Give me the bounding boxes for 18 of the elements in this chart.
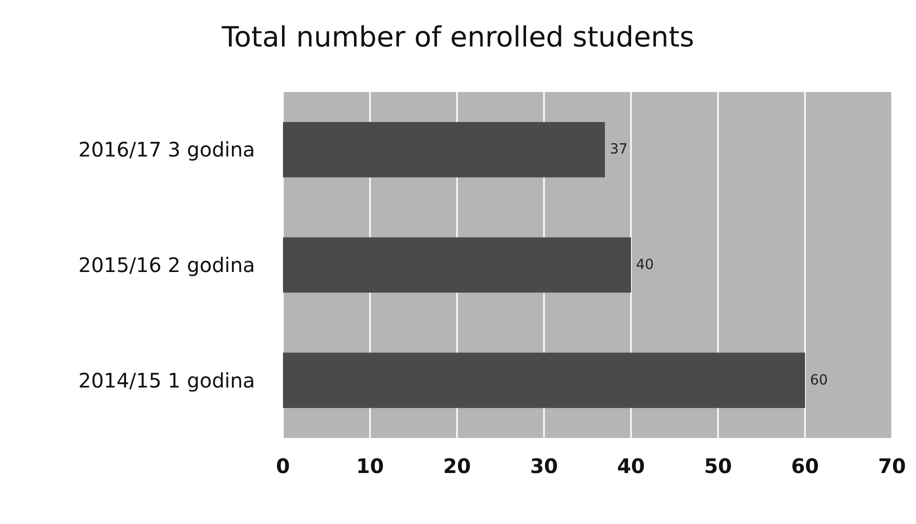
x-tick-label: 70 <box>878 454 906 478</box>
x-tick-label: 50 <box>704 454 732 478</box>
bar <box>283 237 631 293</box>
x-tick-label: 40 <box>617 454 645 478</box>
data-label: 37 <box>610 142 628 158</box>
y-tick-label: 2014/15 1 godina <box>78 368 255 392</box>
data-label: 40 <box>636 257 654 273</box>
y-tick-label: 2016/17 3 godina <box>78 138 255 162</box>
x-tick-label: 60 <box>791 454 819 478</box>
data-label: 60 <box>810 372 828 388</box>
x-tick-label: 0 <box>276 454 290 478</box>
bar <box>283 122 605 178</box>
x-tick-label: 30 <box>530 454 558 478</box>
bar <box>283 352 805 408</box>
x-tick-label: 20 <box>443 454 471 478</box>
chart-title: Total number of enrolled students <box>220 20 694 54</box>
y-tick-label: 2015/16 2 godina <box>78 253 255 277</box>
x-tick-label: 10 <box>356 454 384 478</box>
